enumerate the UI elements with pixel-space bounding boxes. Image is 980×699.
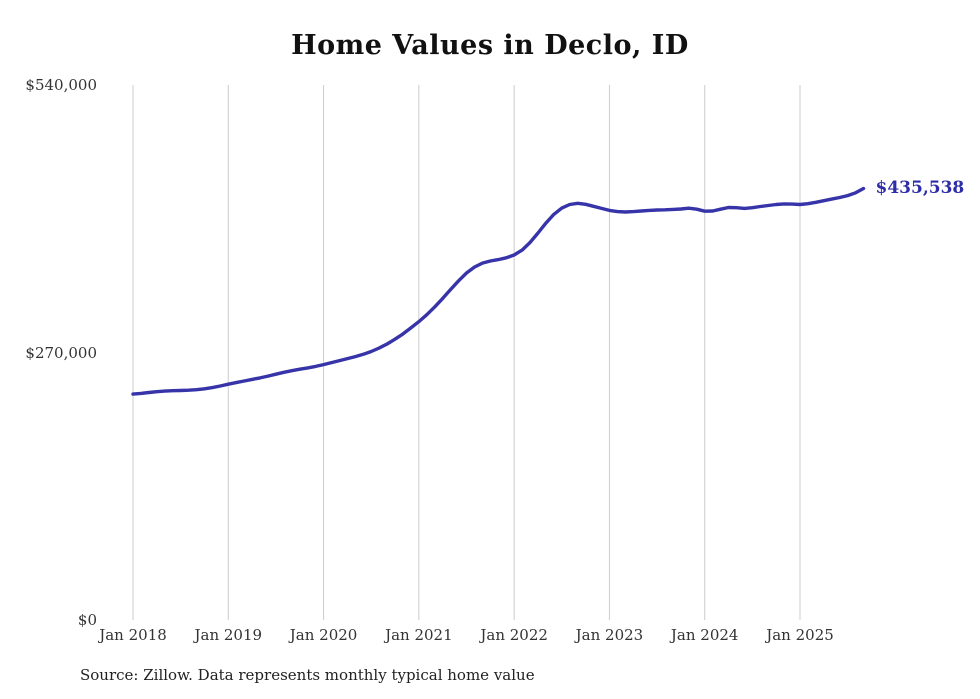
source-note: Source: Zillow. Data represents monthly …: [80, 666, 535, 684]
chart-title: Home Values in Declo, ID: [291, 30, 689, 61]
latest-value-label: $435,538: [875, 178, 965, 199]
value-line: [131, 186, 866, 396]
